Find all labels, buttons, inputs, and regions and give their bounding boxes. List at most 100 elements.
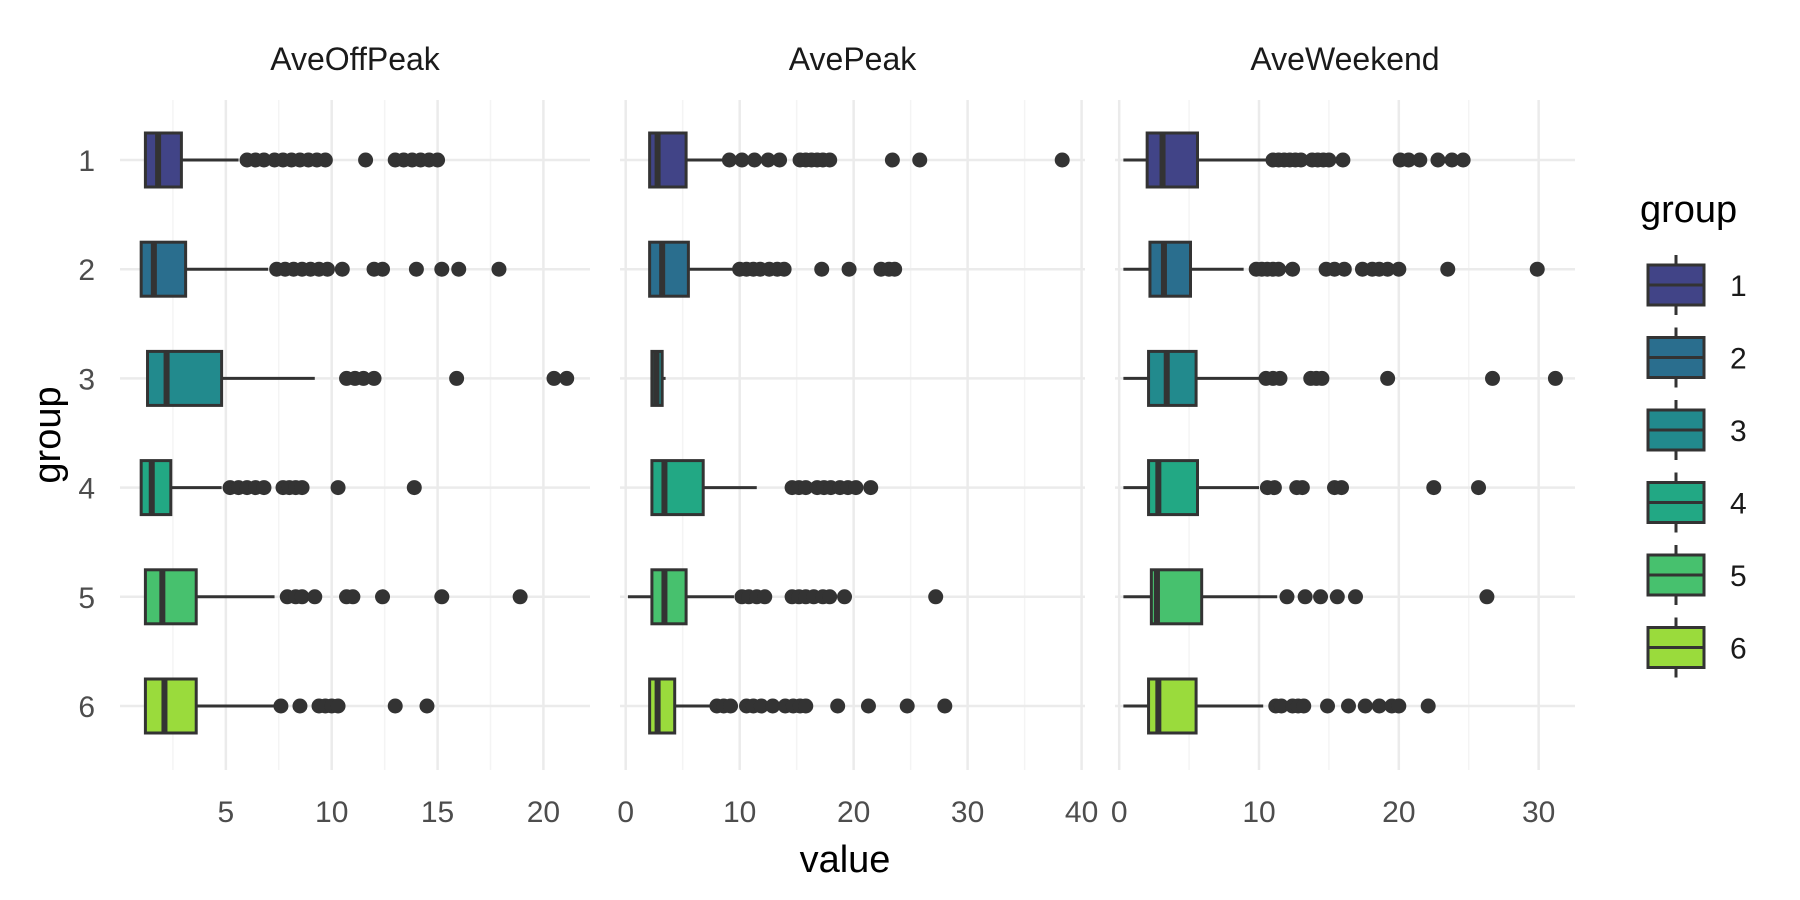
outlier-point bbox=[334, 261, 350, 277]
outlier-point bbox=[330, 480, 346, 496]
outlier-point bbox=[863, 480, 879, 496]
outlier-point bbox=[1371, 698, 1387, 714]
outlier-point bbox=[841, 261, 857, 277]
outlier-point bbox=[1293, 152, 1309, 168]
outlier-point bbox=[256, 480, 272, 496]
outlier-point bbox=[1380, 261, 1396, 277]
outlier-point bbox=[848, 480, 864, 496]
outlier-point bbox=[1357, 698, 1373, 714]
legend-entry-2: 2 bbox=[1646, 327, 1747, 388]
outlier-point bbox=[765, 698, 781, 714]
outlier-point bbox=[937, 698, 953, 714]
outlier-point bbox=[776, 261, 792, 277]
outlier-point bbox=[1391, 261, 1407, 277]
legend-title: group bbox=[1640, 189, 1737, 231]
outlier-point bbox=[1401, 152, 1417, 168]
outlier-point bbox=[1266, 480, 1282, 496]
outlier-point bbox=[721, 152, 737, 168]
facet-title: AveOffPeak bbox=[270, 41, 441, 77]
outlier-point bbox=[1485, 370, 1501, 386]
x-tick-label: 10 bbox=[315, 796, 348, 829]
box-iqr bbox=[143, 568, 198, 626]
legend-label: 3 bbox=[1730, 415, 1747, 448]
facet-panel-2: AveWeekend 0 10 20 30 bbox=[1111, 41, 1575, 829]
outlier-point bbox=[1321, 152, 1337, 168]
x-tick-label: 10 bbox=[1242, 796, 1275, 829]
legend-entry-6: 6 bbox=[1646, 617, 1747, 678]
x-tick-label: 0 bbox=[1111, 796, 1128, 829]
facet-panel-1: AvePeak 0 10 20 30 40 bbox=[617, 41, 1098, 829]
x-tick-label: 20 bbox=[1382, 796, 1415, 829]
outlier-point bbox=[1335, 152, 1351, 168]
outlier-point bbox=[1336, 261, 1352, 277]
outlier-point bbox=[1444, 152, 1460, 168]
legend-label: 6 bbox=[1730, 633, 1747, 666]
outlier-point bbox=[772, 152, 788, 168]
outlier-point bbox=[345, 589, 361, 605]
legend-label: 1 bbox=[1730, 270, 1747, 303]
outlier-point bbox=[822, 152, 838, 168]
outlier-point bbox=[559, 370, 575, 386]
x-tick-label: 30 bbox=[951, 796, 984, 829]
box-iqr bbox=[648, 677, 677, 735]
outlier-point bbox=[434, 589, 450, 605]
facet-title: AveWeekend bbox=[1250, 41, 1439, 77]
outlier-point bbox=[1347, 589, 1363, 605]
outlier-point bbox=[1054, 152, 1070, 168]
x-tick-label: 0 bbox=[617, 796, 634, 829]
box-iqr bbox=[143, 131, 183, 189]
outlier-point bbox=[1334, 480, 1350, 496]
outlier-point bbox=[1340, 698, 1356, 714]
x-tick-label: 20 bbox=[837, 796, 870, 829]
outlier-point bbox=[798, 698, 814, 714]
boxplot-group-3 bbox=[1123, 349, 1563, 407]
box-iqr bbox=[143, 677, 198, 735]
legend-entry-3: 3 bbox=[1646, 400, 1747, 460]
outlier-point bbox=[734, 152, 750, 168]
outlier-point bbox=[1391, 698, 1407, 714]
boxplot-group-6 bbox=[143, 677, 435, 735]
box-iqr bbox=[650, 459, 705, 517]
boxplot-group-3 bbox=[146, 349, 575, 407]
outlier-point bbox=[1273, 698, 1289, 714]
outlier-point bbox=[366, 370, 382, 386]
outlier-point bbox=[899, 698, 915, 714]
outlier-point bbox=[408, 261, 424, 277]
legend-label: 4 bbox=[1730, 488, 1747, 521]
outlier-point bbox=[1279, 589, 1295, 605]
x-tick-label: 10 bbox=[723, 796, 756, 829]
outlier-point bbox=[1471, 480, 1487, 496]
boxplot-group-4 bbox=[1123, 459, 1487, 517]
legend-entry-4: 4 bbox=[1646, 472, 1747, 533]
outlier-point bbox=[1272, 370, 1288, 386]
y-tick-label: 3 bbox=[78, 363, 95, 396]
outlier-point bbox=[830, 698, 846, 714]
outlier-point bbox=[319, 261, 335, 277]
boxplot-group-4 bbox=[139, 459, 422, 517]
outlier-point bbox=[512, 589, 528, 605]
box-iqr bbox=[648, 240, 690, 298]
facet-panel-0: AveOffPeak 5 10 15 20 bbox=[120, 41, 590, 829]
outlier-point bbox=[814, 261, 830, 277]
boxplot-group-2 bbox=[648, 240, 903, 298]
box-iqr bbox=[1147, 349, 1198, 407]
x-tick-label: 20 bbox=[527, 796, 560, 829]
boxplot-group-1 bbox=[648, 131, 1070, 189]
outlier-point bbox=[928, 589, 944, 605]
outlier-point bbox=[546, 370, 562, 386]
outlier-point bbox=[256, 152, 272, 168]
outlier-point bbox=[292, 698, 308, 714]
boxplot-group-5 bbox=[627, 568, 944, 626]
outlier-point bbox=[358, 152, 374, 168]
outlier-point bbox=[307, 589, 323, 605]
legend-entry-1: 1 bbox=[1646, 255, 1747, 315]
outlier-point bbox=[746, 152, 762, 168]
outlier-point bbox=[1426, 480, 1442, 496]
boxplot-group-1 bbox=[1123, 131, 1471, 189]
boxplot-group-6 bbox=[648, 677, 953, 735]
box-iqr bbox=[650, 568, 688, 626]
outlier-point bbox=[1529, 261, 1545, 277]
box-iqr bbox=[139, 459, 173, 517]
outlier-point bbox=[491, 261, 507, 277]
outlier-point bbox=[317, 152, 333, 168]
